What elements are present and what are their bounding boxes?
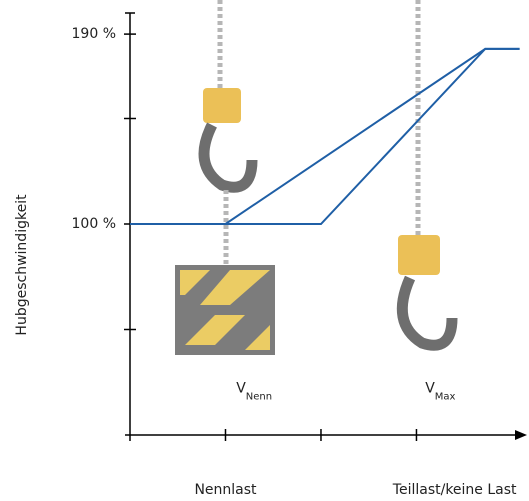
hook-illustration <box>396 0 458 351</box>
line-series <box>130 47 520 225</box>
annotation-main: V <box>425 381 435 397</box>
annotation-sub: Max <box>435 392 456 403</box>
x-category-label: Teillast/keine Last <box>392 482 517 498</box>
annotation: VNenn <box>236 381 272 403</box>
y-tick-label: 190 % <box>72 26 116 42</box>
y-tick-label: 100 % <box>72 216 116 232</box>
annotation-sub: Nenn <box>246 392 272 403</box>
y-axis-label: Hubgeschwindigkeit <box>14 194 30 336</box>
x-axis-arrow <box>515 430 527 440</box>
x-category-label: Nennlast <box>194 482 257 498</box>
annotation-main: V <box>236 381 246 397</box>
hook-illustration <box>175 0 275 355</box>
annotation: VMax <box>425 381 455 403</box>
